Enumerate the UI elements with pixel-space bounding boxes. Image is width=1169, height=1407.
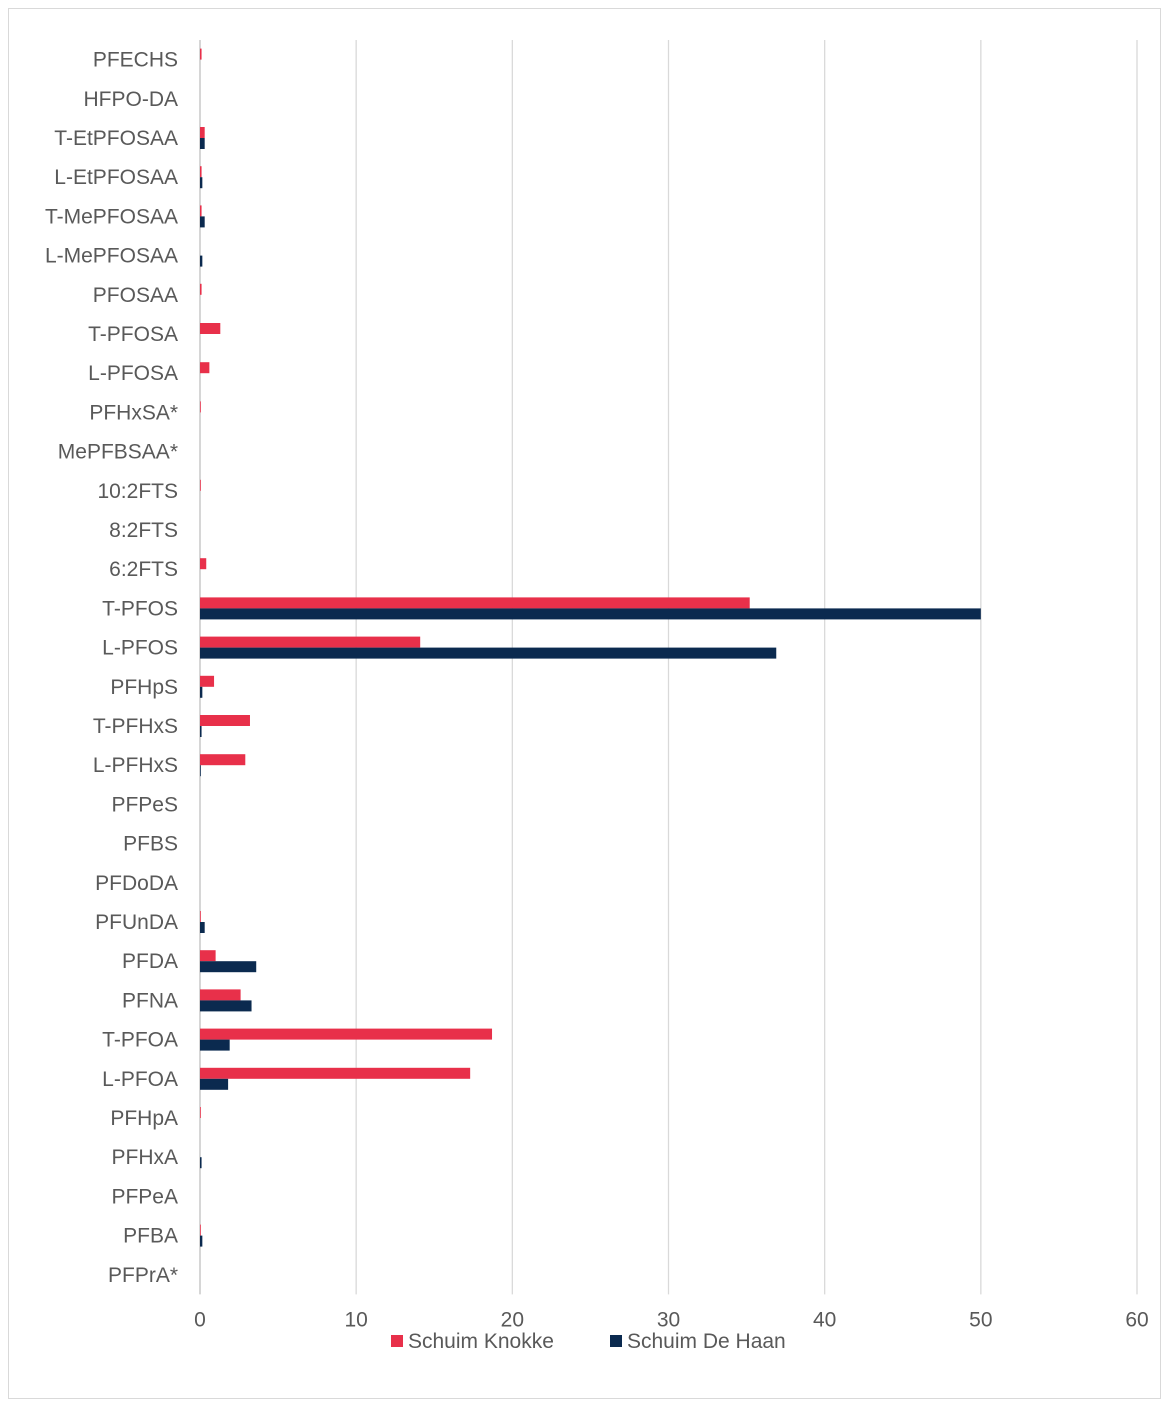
category-label-l-pfhxs: L-PFHxS (93, 754, 178, 777)
bar-schuim-de-haan-t-mepfosaa (200, 216, 205, 228)
bar-schuim-knokke-pfunda (200, 911, 201, 922)
bar-schuim-de-haan-t-pfoa (200, 1039, 230, 1051)
bar-schuim-de-haan-l-pfhxs (200, 765, 201, 777)
bar-schuim-de-haan-l-mepfosaa (200, 255, 203, 267)
category-label-l-pfos: L-PFOS (102, 637, 178, 660)
legend: Schuim Knokke Schuim De Haan (391, 1330, 786, 1353)
category-label-pfpes: PFPeS (111, 793, 178, 816)
bar-schuim-knokke-l-etpfosaa (200, 166, 202, 178)
category-label-mepfbsaa: MePFBSAA* (58, 441, 178, 464)
category-label-l-etpfosaa: L-EtPFOSAA (54, 166, 178, 189)
bar-schuim-knokke-pfosaa (200, 283, 202, 295)
category-label-pfda: PFDA (122, 950, 178, 973)
category-label-pfhpa: PFHpA (110, 1107, 178, 1130)
category-label-pfba: PFBA (123, 1225, 178, 1248)
legend-label-schuim-knokke: Schuim Knokke (408, 1330, 554, 1353)
category-label-t-pfos: T-PFOS (102, 597, 178, 620)
category-label-pfbs: PFBS (123, 833, 178, 856)
category-label-pfpea: PFPeA (111, 1185, 178, 1208)
category-label-pfosaa: PFOSAA (93, 284, 178, 307)
bar-layer (200, 48, 981, 1247)
bar-schuim-knokke-l-pfos (200, 636, 421, 648)
bar-schuim-knokke-t-pfosa (200, 323, 221, 334)
category-label-pfna: PFNA (122, 989, 178, 1012)
category-label-t-pfhxs: T-PFHxS (93, 715, 178, 738)
bar-schuim-de-haan-t-pfos (200, 608, 981, 620)
bar-schuim-knokke-t-etpfosaa (200, 127, 205, 138)
bar-schuim-knokke-pfba (200, 1224, 201, 1236)
category-label-hfpo-da: HFPO-DA (84, 88, 179, 111)
bar-schuim-de-haan-pfunda (200, 922, 205, 933)
bar-schuim-de-haan-l-pfos (200, 647, 777, 659)
x-tick-label: 10 (344, 1308, 367, 1331)
bar-schuim-knokke-pfechs (200, 48, 202, 60)
category-label-t-pfoa: T-PFOA (102, 1029, 178, 1052)
bar-schuim-de-haan-t-etpfosaa (200, 138, 205, 149)
category-labels: PFECHS HFPO-DA T-EtPFOSAA L-EtPFOSAA T-MePFO… (45, 49, 178, 1287)
category-label-8-2fts: 8:2FTS (109, 519, 178, 542)
bar-schuim-knokke-t-pfhxs (200, 715, 250, 726)
grid-layer (199, 40, 1138, 1295)
bar-schuim-de-haan-pfna (200, 1000, 252, 1012)
bar-schuim-knokke-6-2fts (200, 558, 207, 570)
bar-schuim-knokke-l-pfoa (200, 1067, 471, 1079)
category-label-pfdoda: PFDoDA (95, 872, 178, 895)
category-label-t-pfosa: T-PFOSA (88, 323, 178, 346)
bar-schuim-knokke-10-2fts (200, 479, 201, 491)
legend-label-schuim-de-haan: Schuim De Haan (627, 1330, 786, 1353)
bar-schuim-knokke-t-pfoa (200, 1028, 493, 1040)
category-label-t-etpfosaa: T-EtPFOSAA (54, 127, 178, 150)
x-tick-label: 20 (501, 1308, 524, 1331)
bar-schuim-de-haan-pfda (200, 961, 257, 973)
x-tick-label: 40 (813, 1308, 836, 1331)
bar-schuim-de-haan-pfba (200, 1235, 203, 1247)
category-label-l-mepfosaa: L-MePFOSAA (45, 245, 178, 268)
x-axis-ticks: 0 10 20 30 40 50 60 (194, 1308, 1149, 1331)
category-label-pfunda: PFUnDA (95, 911, 178, 934)
category-label-l-pfosa: L-PFOSA (88, 362, 178, 385)
bar-schuim-knokke-l-pfhxs (200, 754, 246, 766)
bar-schuim-de-haan-pfhps (200, 686, 203, 698)
bar-schuim-knokke-pfhxsa (200, 401, 201, 413)
bar-schuim-knokke-pfda (200, 950, 216, 962)
bar-schuim-knokke-t-pfos (200, 597, 750, 609)
x-tick-label: 50 (969, 1308, 992, 1331)
legend-swatch-schuim-knokke (391, 1335, 403, 1347)
x-tick-label: 0 (194, 1308, 206, 1331)
bar-schuim-knokke-l-pfosa (200, 362, 210, 374)
category-label-6-2fts: 6:2FTS (109, 558, 178, 581)
category-label-l-pfoa: L-PFOA (102, 1068, 178, 1091)
bar-schuim-de-haan-l-etpfosaa (200, 177, 203, 189)
category-label-t-mepfosaa: T-MePFOSAA (45, 205, 178, 228)
category-label-10-2fts: 10:2FTS (97, 480, 178, 503)
category-label-pfechs: PFECHS (93, 49, 178, 72)
category-label-pfhxsa: PFHxSA* (89, 401, 178, 424)
bar-schuim-knokke-pfna (200, 989, 241, 1001)
category-label-pfpra: PFPrA* (108, 1264, 178, 1287)
legend-swatch-schuim-de-haan (610, 1335, 622, 1347)
bar-schuim-knokke-pfhps (200, 675, 215, 687)
bar-schuim-de-haan-pfhxa (200, 1157, 202, 1169)
bar-schuim-knokke-pfhpa (200, 1107, 201, 1118)
x-tick-label: 60 (1125, 1308, 1148, 1331)
x-tick-label: 30 (657, 1308, 680, 1331)
category-label-pfhxa: PFHxA (111, 1146, 178, 1169)
bar-schuim-de-haan-t-pfhxs (200, 726, 202, 737)
bar-schuim-knokke-t-mepfosaa (200, 205, 202, 217)
category-label-pfhps: PFHpS (110, 676, 178, 699)
bar-schuim-de-haan-l-pfoa (200, 1078, 229, 1090)
